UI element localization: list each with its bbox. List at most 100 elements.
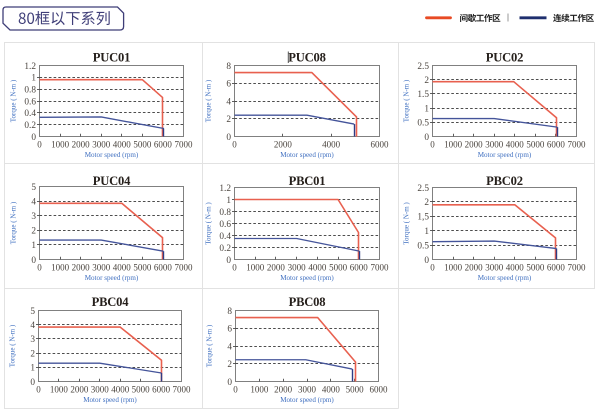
- svg-text:4: 4: [227, 342, 232, 352]
- svg-text:2: 2: [30, 349, 35, 359]
- svg-text:0: 0: [226, 133, 231, 143]
- svg-text:5000: 5000: [329, 263, 348, 273]
- svg-text:0.4: 0.4: [219, 232, 231, 242]
- svg-text:Motor speed (rpm): Motor speed (rpm): [280, 396, 334, 404]
- svg-text:6000: 6000: [152, 385, 171, 395]
- svg-text:2000: 2000: [72, 263, 91, 273]
- svg-text:5000: 5000: [132, 385, 151, 395]
- svg-text:PUC08: PUC08: [288, 51, 325, 65]
- svg-text:4: 4: [31, 197, 36, 207]
- svg-text:5000: 5000: [133, 263, 152, 273]
- svg-text:3000: 3000: [92, 263, 111, 273]
- svg-text:0: 0: [37, 263, 42, 273]
- svg-text:1000: 1000: [444, 263, 463, 273]
- svg-text:0: 0: [227, 378, 232, 388]
- svg-text:0: 0: [424, 133, 429, 143]
- svg-text:2000: 2000: [72, 140, 91, 150]
- svg-text:1: 1: [31, 241, 36, 251]
- svg-text:0.2: 0.2: [24, 121, 36, 131]
- svg-text:1: 1: [226, 196, 231, 206]
- svg-text:Torque ( N-m ): Torque ( N-m ): [403, 202, 411, 245]
- svg-text:3000: 3000: [91, 385, 110, 395]
- svg-text:2.5: 2.5: [417, 184, 429, 194]
- svg-text:Torque ( N-m ): Torque ( N-m ): [10, 79, 18, 122]
- svg-text:PBC01: PBC01: [289, 174, 326, 188]
- svg-text:0: 0: [226, 256, 231, 266]
- svg-text:Motor speed (rpm): Motor speed (rpm): [83, 396, 137, 404]
- svg-text:6000: 6000: [547, 263, 566, 273]
- svg-text:3: 3: [30, 335, 35, 345]
- svg-text:Motor speed (rpm): Motor speed (rpm): [478, 274, 532, 282]
- svg-text:0.6: 0.6: [24, 97, 36, 107]
- svg-text:7000: 7000: [173, 385, 192, 395]
- svg-text:3000: 3000: [485, 263, 504, 273]
- svg-text:3: 3: [31, 212, 36, 222]
- svg-text:2000: 2000: [465, 140, 484, 150]
- svg-text:PBC04: PBC04: [92, 295, 130, 309]
- svg-text:Torque ( N-m ): Torque ( N-m ): [206, 324, 214, 367]
- svg-text:2000: 2000: [274, 385, 293, 395]
- svg-text:4000: 4000: [113, 263, 132, 273]
- svg-text:0: 0: [430, 140, 435, 150]
- svg-text:4000: 4000: [113, 140, 132, 150]
- svg-text:5000: 5000: [526, 140, 545, 150]
- svg-text:2: 2: [424, 76, 429, 86]
- svg-text:7000: 7000: [568, 140, 587, 150]
- svg-text:0.2: 0.2: [219, 244, 231, 254]
- svg-text:1: 1: [424, 227, 429, 237]
- svg-text:0: 0: [232, 263, 237, 273]
- svg-text:3000: 3000: [92, 140, 111, 150]
- svg-text:0.6: 0.6: [219, 220, 231, 230]
- svg-text:6000: 6000: [154, 263, 173, 273]
- svg-text:Torque ( N-m ): Torque ( N-m ): [9, 324, 17, 367]
- svg-text:1000: 1000: [250, 385, 269, 395]
- svg-text:1: 1: [31, 74, 36, 84]
- svg-text:2: 2: [226, 115, 231, 125]
- svg-text:2000: 2000: [274, 140, 293, 150]
- svg-text:1000: 1000: [51, 263, 70, 273]
- svg-text:Torque ( N-m ): Torque ( N-m ): [403, 79, 411, 122]
- svg-text:0: 0: [233, 385, 238, 395]
- svg-text:3000: 3000: [298, 385, 317, 395]
- svg-text:0: 0: [31, 256, 36, 266]
- svg-text:0.8: 0.8: [219, 208, 231, 218]
- svg-text:5000: 5000: [346, 385, 365, 395]
- svg-text:7000: 7000: [175, 263, 194, 273]
- svg-text:Torque ( N-m ): Torque ( N-m ): [10, 201, 18, 244]
- svg-text:3000: 3000: [288, 263, 307, 273]
- svg-text:1000: 1000: [444, 140, 463, 150]
- svg-text:1.5: 1.5: [417, 90, 429, 100]
- svg-text:1: 1: [30, 364, 35, 374]
- svg-text:6: 6: [226, 80, 231, 90]
- svg-text:Motor speed (rpm): Motor speed (rpm): [85, 151, 139, 159]
- svg-text:0: 0: [37, 140, 42, 150]
- svg-text:5000: 5000: [526, 263, 545, 273]
- svg-text:7000: 7000: [175, 140, 194, 150]
- svg-text:4000: 4000: [322, 140, 341, 150]
- svg-text:0: 0: [430, 263, 435, 273]
- svg-text:1,5: 1,5: [417, 213, 429, 223]
- svg-text:2: 2: [424, 198, 429, 208]
- svg-text:6000: 6000: [371, 140, 390, 150]
- svg-text:6000: 6000: [350, 263, 369, 273]
- svg-text:0: 0: [36, 385, 41, 395]
- svg-text:4000: 4000: [506, 263, 525, 273]
- svg-text:2: 2: [31, 227, 36, 237]
- svg-text:2000: 2000: [267, 263, 286, 273]
- svg-text:0.4: 0.4: [24, 109, 36, 119]
- svg-text:6000: 6000: [370, 385, 389, 395]
- svg-text:1000: 1000: [51, 140, 70, 150]
- svg-text:Motor speed (rpm): Motor speed (rpm): [478, 151, 532, 159]
- svg-text:4000: 4000: [506, 140, 525, 150]
- svg-text:4: 4: [226, 97, 231, 107]
- svg-text:2: 2: [227, 360, 232, 370]
- svg-text:6000: 6000: [154, 140, 173, 150]
- svg-text:5: 5: [31, 183, 36, 193]
- svg-text:7000: 7000: [371, 263, 390, 273]
- svg-text:0: 0: [31, 133, 36, 143]
- svg-text:0: 0: [30, 378, 35, 388]
- svg-text:0.8: 0.8: [24, 85, 36, 95]
- svg-text:Motor speed (rpm): Motor speed (rpm): [85, 274, 139, 282]
- svg-text:2000: 2000: [465, 263, 484, 273]
- svg-text:0.5: 0.5: [417, 119, 429, 129]
